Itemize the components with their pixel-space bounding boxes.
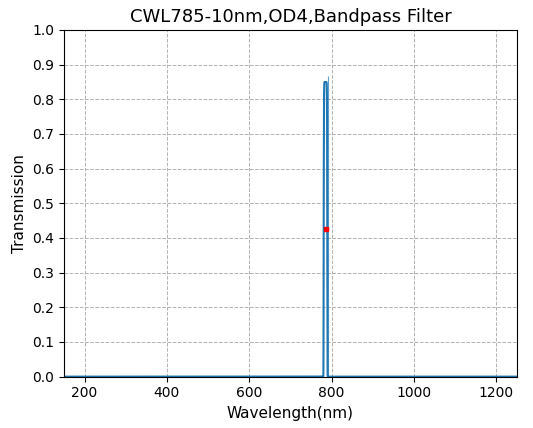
Title: CWL785-10nm,OD4,Bandpass Filter: CWL785-10nm,OD4,Bandpass Filter <box>130 8 451 26</box>
Y-axis label: Transmission: Transmission <box>12 154 27 253</box>
X-axis label: Wavelength(nm): Wavelength(nm) <box>227 406 354 421</box>
